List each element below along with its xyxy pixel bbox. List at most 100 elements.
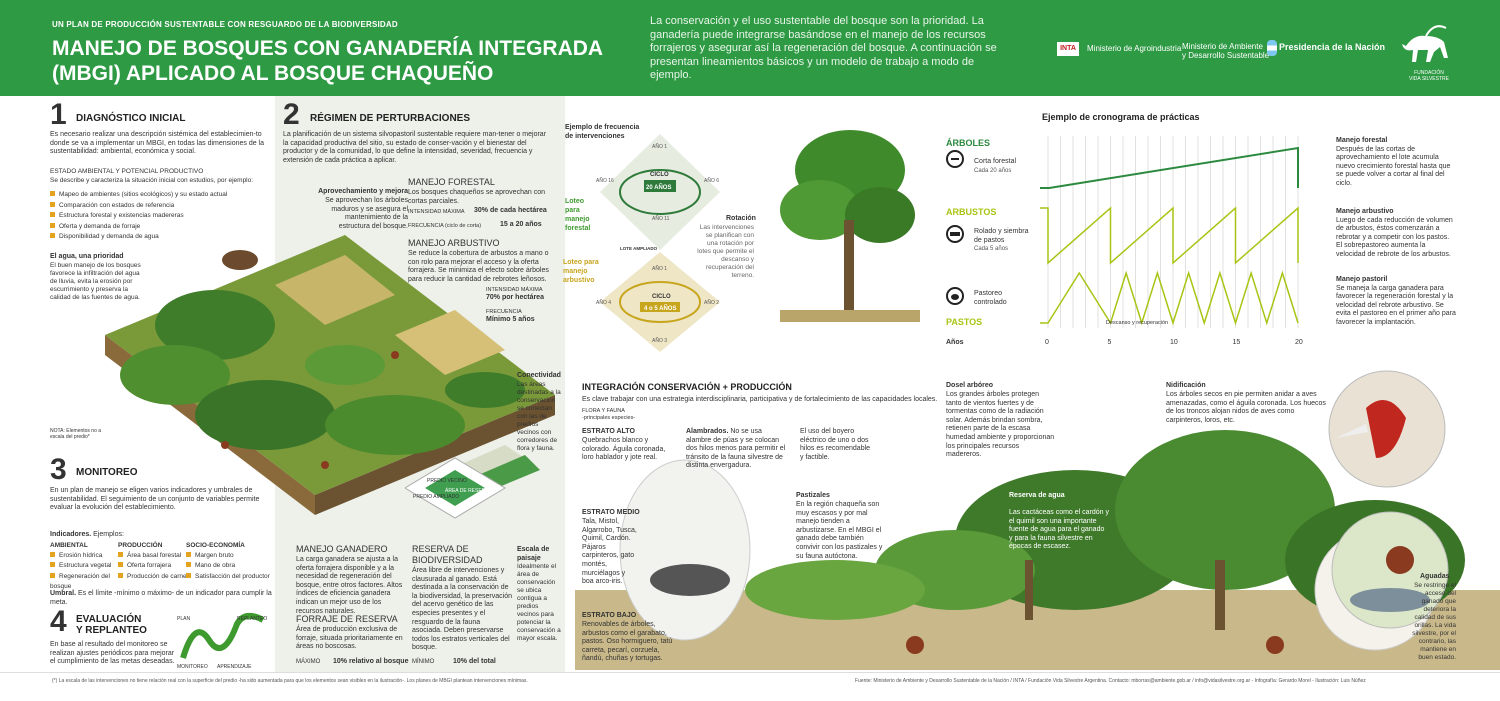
indicadores-suffix: Ejemplos:: [91, 531, 124, 538]
farm-illustration: [105, 235, 555, 515]
rotacion-title-line-1: Ejemplo de frecuencia: [565, 124, 640, 131]
forraje-reserva-title: FORRAJE DE RESERVA: [296, 614, 398, 624]
aguadas-body: Se restringe el acceso del ganado que de…: [1412, 582, 1456, 661]
roller-icon: [946, 225, 964, 243]
integracion-title: INTEGRACIÓN CONSERVACIÓN + PRODUCCIÓN: [582, 382, 792, 392]
arbustos-series: [1040, 206, 1299, 265]
list-item: Erosión hídrica: [50, 551, 120, 562]
corta-forestal-label: Corta forestal Cada 20 años: [974, 158, 1034, 175]
loteo-forestal-label: Loteo para manejo forestal: [565, 197, 590, 233]
loteo-arbustivo-line: arbustivo: [563, 277, 595, 284]
alambrados-text: Alambrados. No se usa alambre de púas y …: [686, 428, 786, 471]
pastos-series: [1040, 270, 1299, 326]
estrato-medio-title: ESTRATO MEDIO: [582, 509, 640, 516]
manejo-arbustivo-body: Se reduce la cobertura de arbustos a man…: [408, 250, 549, 283]
forestal-frec-value: 15 a 20 años: [500, 221, 542, 228]
presidencia-logo: Presidencia de la Nación: [1279, 42, 1386, 52]
fvs-line-2: VIDA SILVESTRE: [1409, 76, 1449, 82]
flora-fauna-title: FLORA Y FAUNA: [582, 408, 625, 414]
arb-ciclo-label: CICLO: [652, 294, 671, 300]
section-3-title: MONITOREO: [76, 467, 138, 478]
manejo-ganadero-body: La carga ganadera se ajusta a la oferta …: [296, 556, 403, 615]
loteo-arbustivo-label: Loteo para manejo arbustivo: [563, 258, 599, 285]
section-1-number: 1: [50, 98, 67, 131]
section-3-number: 3: [50, 453, 67, 486]
indicadores-label: Indicadores. Ejemplos:: [50, 531, 124, 540]
header-lead: La conservación y el uso sustentable del…: [650, 15, 997, 81]
alambrados-title: Alambrados.: [686, 428, 729, 435]
section-1-subtitle: ESTADO AMBIENTAL Y POTENCIAL PRODUCTIVO: [50, 168, 204, 175]
umbral-text: Umbral. Es el límite -mínimo o máximo- d…: [50, 590, 290, 607]
list-item: Mano de obra: [186, 561, 286, 572]
cycle-aprendizaje-label: APRENDIZAJE: [217, 664, 252, 670]
agua-body: El buen manejo de los bosques favorece l…: [50, 262, 141, 301]
escala-body: Idealmente el área de conservación se ub…: [517, 563, 561, 642]
reserva-min-label: MÍNIMO: [412, 659, 435, 665]
list-item: Satisfacción del productor: [186, 572, 286, 583]
aprov-body: Se aprovechan los árboles maduros y se a…: [325, 197, 408, 230]
forest-year-16: AÑO 16: [596, 177, 614, 184]
predio-ampliado-label: PREDIO AMPLIADO: [413, 494, 459, 500]
note-body: Luego de cada reducción de volumen de ar…: [1336, 216, 1453, 258]
x-axis-ticks: 0 5 10 15 20: [1045, 339, 1303, 346]
loteo-forestal-line: Loteo: [565, 198, 585, 205]
woodpecker-vignette: [1328, 370, 1446, 488]
flora-fauna-sub: -principales especies-: [582, 415, 636, 421]
footer-note: (*) La escala de las intervenciones no t…: [52, 678, 528, 684]
estrato-medio-body: Tala, Mistol, Algarrobo, Tusca, Quimil, …: [582, 518, 637, 586]
page-title-line-1: MANEJO DE BOSQUES CON GANADERÍA INTEGRAD…: [52, 37, 604, 60]
nidificacion-title: Nidificación: [1166, 382, 1206, 389]
manejo-arbustivo-title: MANEJO ARBUSTIVO: [408, 238, 500, 248]
vida-silvestre-name: FUNDACIÓN VIDA SILVESTRE: [1406, 70, 1452, 82]
footer: (*) La escala de las intervenciones no t…: [0, 672, 1500, 701]
page-title-line-2: (MBGI) APLICADO AL BOSQUE CHAQUEÑO: [52, 62, 494, 85]
dosel-title: Dosel arbóreo: [946, 382, 994, 389]
anteater-logo-icon: [1402, 25, 1448, 62]
forraje-reserva-body: Área de producción exclusiva de forraje,…: [296, 626, 403, 651]
footer-credits: Fuente: Ministerio de Ambiente y Desarro…: [855, 678, 1366, 684]
agua-title: El agua, una prioridad: [50, 253, 124, 260]
nidificacion-body: Los árboles secos en pie permiten anidar…: [1166, 391, 1326, 424]
row-label-pastos: PASTOS: [946, 317, 983, 327]
corta-forestal-name: Corta forestal: [974, 158, 1017, 165]
cow-icon: [946, 287, 964, 305]
umbral-body: Es el límite -mínimo o máximo- de un ind…: [50, 590, 272, 606]
predio-vecino-label: PREDIO VECINO: [427, 478, 467, 484]
section-4-number: 4: [50, 605, 67, 638]
flag-icon: [1267, 40, 1277, 56]
note-body: Después de las cortas de aprovechamiento…: [1336, 145, 1451, 187]
rotation-diagram: CICLO 20 AÑOS AÑO 1 AÑO 6 AÑO 11 AÑO 16 …: [596, 134, 720, 352]
pastoreo-label: Pastoreo controlado: [974, 290, 1007, 306]
list-item: Área basal forestal: [118, 551, 188, 562]
note-title: Manejo forestal: [1336, 137, 1388, 144]
arb-ciclo-value: 4 o 5 AÑOS: [644, 305, 676, 312]
conectividad-title: Conectividad: [517, 372, 561, 379]
arb-year-3: AÑO 3: [652, 337, 667, 344]
section-3-body: En un plan de manejo se eligen varios in…: [50, 487, 260, 512]
alambrados-body: No se usa alambre de púas y se colocan d…: [686, 428, 786, 470]
list-item: Estructura vegetal: [50, 561, 120, 572]
ambiente-logo-line-1: Ministerio de Ambiente: [1182, 42, 1263, 51]
forest-ciclo-value: 20 AÑOS: [646, 184, 671, 191]
x-axis-label: Años: [946, 339, 964, 346]
rotacion-body: Las intervenciones se planifican con una…: [697, 224, 754, 279]
x-tick-label: 20: [1295, 339, 1303, 346]
forestal-frec-label: FRECUENCIA (ciclo de corta): [408, 223, 482, 229]
section-2-title: RÉGIMEN DE PERTURBACIONES: [310, 113, 471, 124]
header-kicker: UN PLAN DE PRODUCCIÓN SUSTENTABLE CON RE…: [52, 20, 398, 29]
list-item: Producción de carne: [118, 572, 188, 583]
inta-logo: INTA: [1057, 42, 1079, 56]
reserva-min-value: 10% del total: [453, 658, 496, 665]
loteo-forestal-line: para: [565, 207, 580, 214]
section-1-sub-desc: Se describe y caracteriza la situación i…: [50, 177, 254, 184]
reserva-agua-body: Las cactáceas como el cardón y el quimil…: [1009, 509, 1109, 551]
manejo-forestal-body: Los bosques chaqueños se aprovechan con …: [408, 189, 545, 205]
list-item: Disponibilidad y demanda de agua: [50, 232, 270, 243]
section-2-body: La planificación de un sistema silvopast…: [283, 131, 547, 164]
arb-year-1: AÑO 1: [652, 265, 667, 272]
x-tick-label: 15: [1233, 339, 1241, 346]
ambiente-logo-line-2: y Desarrollo Sustentable: [1182, 51, 1270, 60]
scale-note: NOTA: Elementos no a escala del predio*: [50, 428, 102, 440]
section-1-list: Mapeo de ambientes (sitios ecológicos) y…: [50, 190, 270, 243]
aguadas-title: Aguadas: [1420, 573, 1450, 580]
